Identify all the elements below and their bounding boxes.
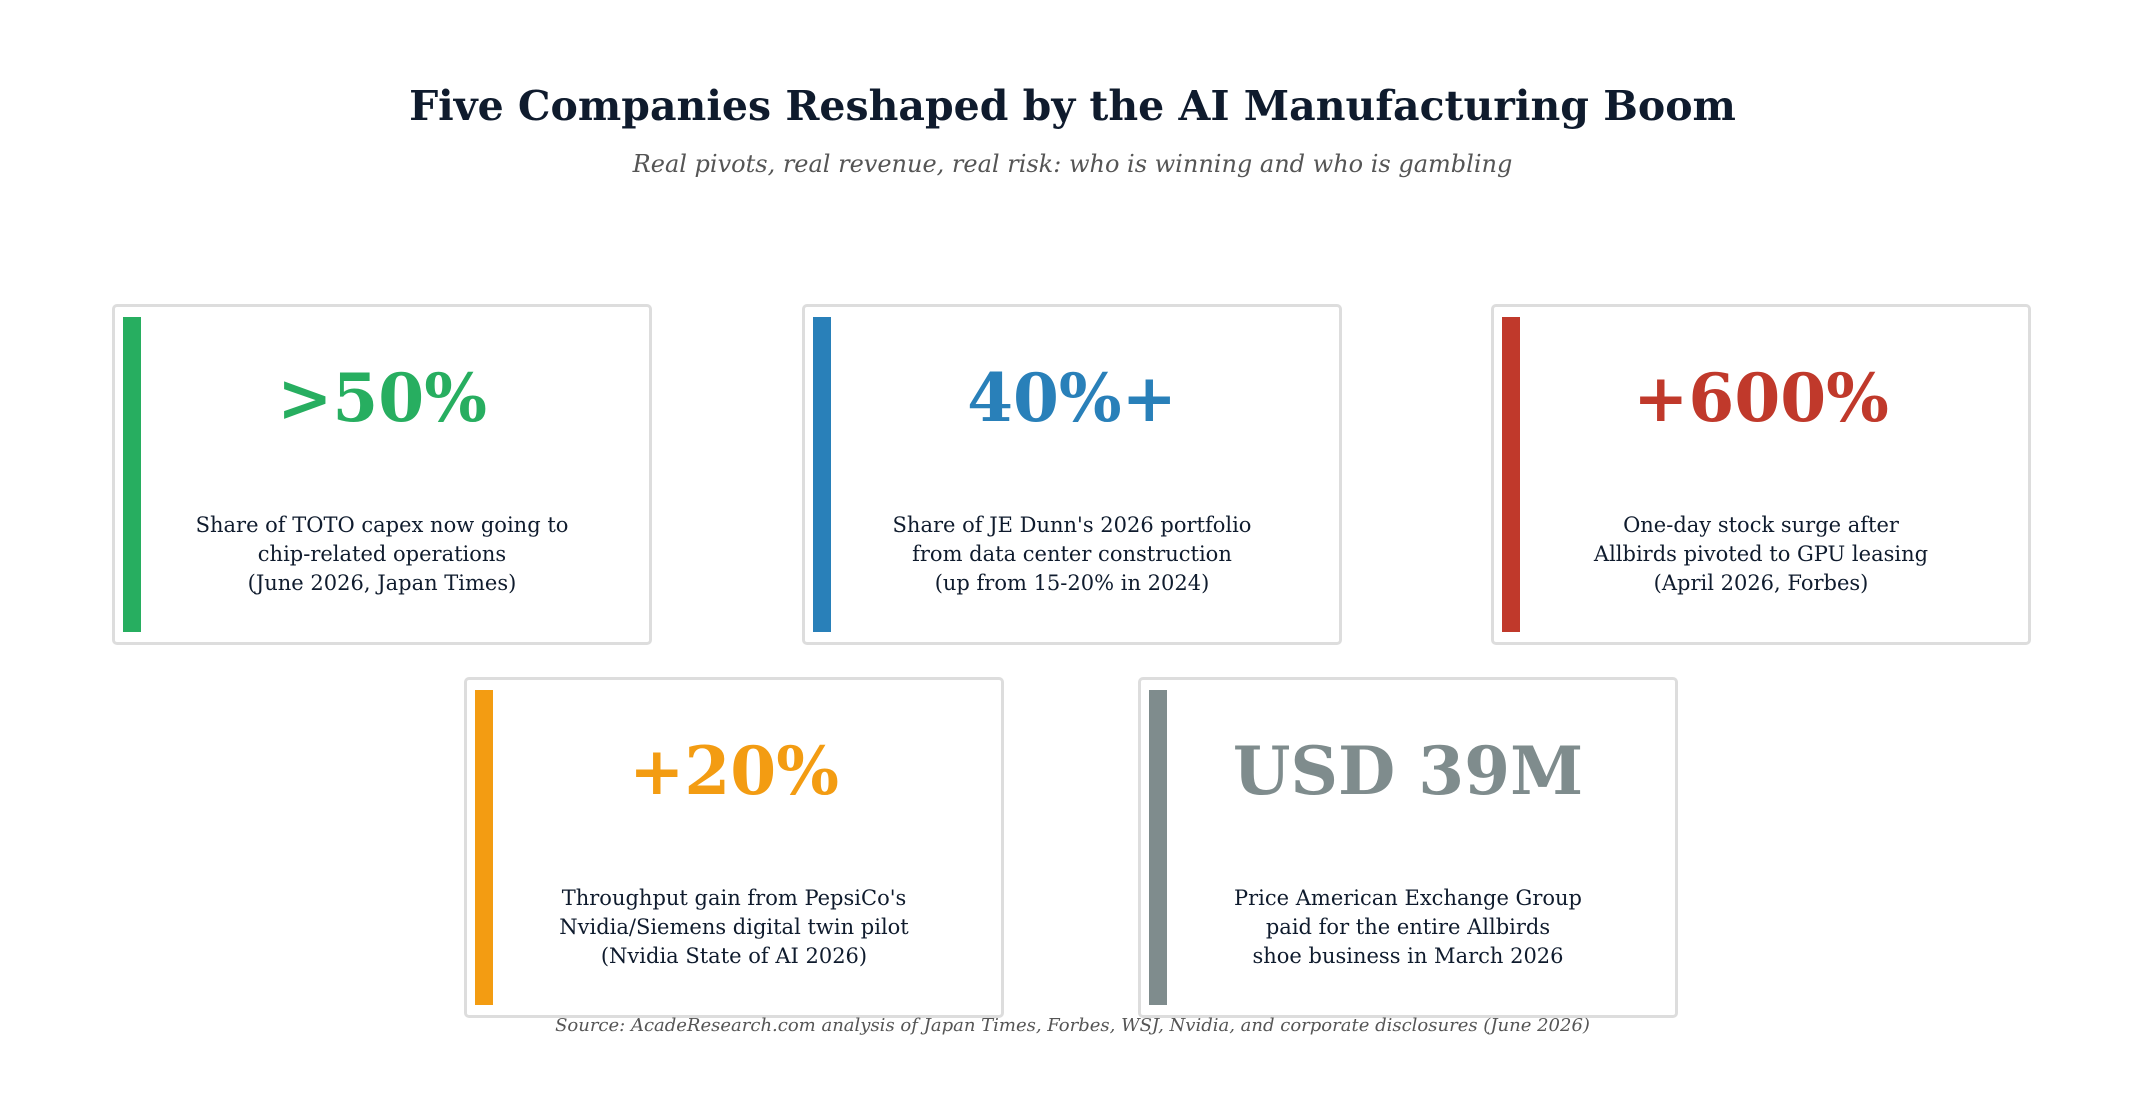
stat-value: +20% [629,732,839,810]
stat-value: >50% [277,359,487,437]
accent-bar [475,690,493,1005]
description-line: Allbirds pivoted to GPU leasing [1593,542,1929,566]
description-line: paid for the entire Allbirds [1265,915,1551,939]
stat-card: +600% One-day stock surge after Allbirds p… [1491,304,2031,645]
stat-card: 40%+ Share of JE Dunn's 2026 portfolio fro… [802,304,1342,645]
description-line: (Nvidia State of AI 2026) [600,944,868,968]
stat-card: USD 39M Price American Exchange Group paid… [1138,677,1678,1018]
description-line: Price American Exchange Group [1234,886,1582,910]
stat-description: Throughput gain from PepsiCo's Nvidia/Sie… [467,884,1001,971]
description-line: (June 2026, Japan Times) [247,571,517,595]
description-line: shoe business in March 2026 [1252,944,1564,968]
subtitle: Real pivots, real revenue, real risk: wh… [632,150,1513,178]
description-line: Nvidia/Siemens digital twin pilot [559,915,909,939]
stat-card: >50% Share of TOTO capex now going to chip… [112,304,652,645]
accent-bar [123,317,141,632]
stat-description: Share of JE Dunn's 2026 portfolio from da… [805,511,1339,598]
stat-description: One-day stock surge after Allbirds pivote… [1494,511,2028,598]
description-line: Share of TOTO capex now going to [195,513,569,537]
stat-value: USD 39M [1232,732,1584,810]
title: Five Companies Reshaped by the AI Manufa… [409,82,1736,130]
stat-card: +20% Throughput gain from PepsiCo's Nvidia… [464,677,1004,1018]
accent-bar [1149,690,1167,1005]
source-note: Source: AcadeResearch.com analysis of Ja… [555,1015,1590,1036]
description-line: One-day stock surge after [1623,513,1899,537]
description-line: (up from 15-20% in 2024) [934,571,1210,595]
accent-bar [1502,317,1520,632]
description-line: Share of JE Dunn's 2026 portfolio [892,513,1252,537]
description-line: from data center construction [912,542,1232,566]
stat-description: Share of TOTO capex now going to chip-rel… [115,511,649,598]
description-line: (April 2026, Forbes) [1653,571,1869,595]
description-line: Throughput gain from PepsiCo's [561,886,907,910]
stat-value: 40%+ [967,359,1177,437]
stat-description: Price American Exchange Group paid for th… [1141,884,1675,971]
description-line: chip-related operations [257,542,507,566]
accent-bar [813,317,831,632]
stat-value: +600% [1633,359,1889,437]
